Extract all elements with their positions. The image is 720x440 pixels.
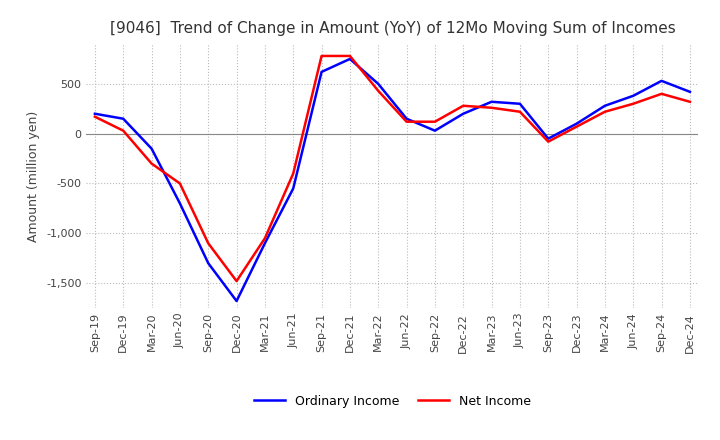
Ordinary Income	[600, 103, 609, 108]
Ordinary Income	[629, 93, 637, 99]
Net Income	[261, 236, 269, 241]
Net Income	[402, 119, 411, 125]
Net Income	[346, 53, 354, 59]
Net Income	[685, 99, 694, 104]
Ordinary Income	[119, 116, 127, 121]
Ordinary Income	[685, 89, 694, 95]
Net Income	[289, 171, 297, 176]
Net Income	[629, 101, 637, 106]
Net Income	[176, 181, 184, 186]
Net Income	[516, 109, 524, 114]
Ordinary Income	[346, 56, 354, 62]
Ordinary Income	[402, 116, 411, 121]
Ordinary Income	[374, 81, 382, 87]
Ordinary Income	[91, 111, 99, 116]
Net Income	[204, 241, 212, 246]
Net Income	[487, 105, 496, 110]
Title: [9046]  Trend of Change in Amount (YoY) of 12Mo Moving Sum of Incomes: [9046] Trend of Change in Amount (YoY) o…	[109, 21, 675, 36]
Net Income	[431, 119, 439, 125]
Ordinary Income	[431, 128, 439, 133]
Net Income	[318, 53, 326, 59]
Net Income	[544, 139, 552, 144]
Ordinary Income	[176, 201, 184, 206]
Ordinary Income	[572, 121, 581, 126]
Ordinary Income	[261, 241, 269, 246]
Ordinary Income	[516, 101, 524, 106]
Ordinary Income	[204, 260, 212, 266]
Ordinary Income	[487, 99, 496, 104]
Ordinary Income	[148, 146, 156, 151]
Ordinary Income	[657, 78, 666, 84]
Line: Net Income: Net Income	[95, 56, 690, 281]
Ordinary Income	[544, 136, 552, 141]
Net Income	[91, 114, 99, 119]
Net Income	[148, 161, 156, 166]
Ordinary Income	[289, 186, 297, 191]
Ordinary Income	[233, 298, 241, 304]
Net Income	[119, 128, 127, 133]
Ordinary Income	[459, 111, 467, 116]
Net Income	[600, 109, 609, 114]
Net Income	[657, 91, 666, 96]
Legend: Ordinary Income, Net Income: Ordinary Income, Net Income	[248, 390, 536, 413]
Net Income	[572, 124, 581, 129]
Ordinary Income	[318, 69, 326, 74]
Line: Ordinary Income: Ordinary Income	[95, 59, 690, 301]
Y-axis label: Amount (million yen): Amount (million yen)	[27, 110, 40, 242]
Net Income	[233, 279, 241, 284]
Net Income	[459, 103, 467, 108]
Net Income	[374, 88, 382, 93]
